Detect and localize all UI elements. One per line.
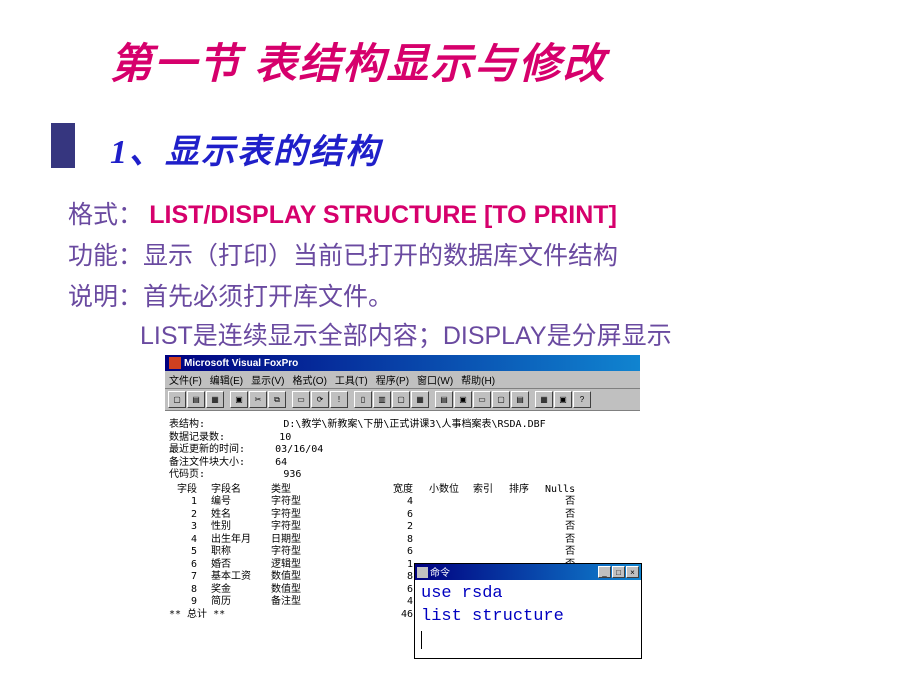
slide-subtitle: 1、显示表的结构 — [110, 124, 381, 173]
col-nulls: Nulls — [545, 484, 581, 497]
func-label: 功能： — [68, 243, 143, 270]
menu-edit[interactable]: 编辑(E) — [210, 372, 243, 387]
desc-text-1: 首先必须打开库文件。 — [143, 284, 393, 311]
table-row: 2姓名字符型6否 — [169, 509, 581, 522]
desc-text-2a: LIST — [140, 322, 193, 350]
total-label: ** 总计 ** — [169, 609, 271, 622]
desc-text-2b: 是连续显示全部内容； — [193, 323, 443, 350]
meta-l3-label: 最近更新的时间: — [169, 444, 245, 455]
toolbar-button[interactable]: ▢ — [392, 391, 410, 408]
command-icon — [417, 567, 428, 578]
menu-view[interactable]: 显示(V) — [251, 372, 284, 387]
maximize-button[interactable]: □ — [612, 566, 625, 578]
vfp-titlebar[interactable]: Microsoft Visual FoxPro — [165, 355, 640, 371]
table-row: 3性别字符型2否 — [169, 521, 581, 534]
close-button[interactable]: × — [626, 566, 639, 578]
accent-bar — [51, 123, 75, 168]
vfp-toolbar: ▢▤▦▣✂⧉▭⟳!▯▥▢▦▤▣▭▢▤▦▣? — [165, 389, 640, 411]
command-line-2: list structure — [421, 606, 635, 629]
table-header-row: 字段 字段名 类型 宽度 小数位 索引 排序 Nulls — [169, 484, 581, 497]
meta-l2-label: 数据记录数: — [169, 432, 225, 443]
col-field-no: 字段 — [169, 484, 211, 497]
function-line: 功能：显示（打印）当前已打开的数据库文件结构 — [68, 236, 618, 272]
toolbar-button[interactable]: ? — [573, 391, 591, 408]
command-cursor-line — [421, 629, 635, 652]
menu-help[interactable]: 帮助(H) — [461, 372, 495, 387]
toolbar-button[interactable]: ▭ — [473, 391, 491, 408]
toolbar-button[interactable]: ▦ — [535, 391, 553, 408]
col-decimal: 小数位 — [427, 484, 473, 497]
table-row: 5职称字符型6否 — [169, 546, 581, 559]
meta-l4-label: 备注文件块大小: — [169, 457, 245, 468]
toolbar-button[interactable]: ⟳ — [311, 391, 329, 408]
toolbar-button[interactable]: ▣ — [230, 391, 248, 408]
col-order: 排序 — [509, 484, 545, 497]
menu-tools[interactable]: 工具(T) — [335, 372, 368, 387]
meta-l5-val: 936 — [283, 469, 301, 480]
toolbar-button[interactable]: ▤ — [435, 391, 453, 408]
toolbar-button[interactable]: ▭ — [292, 391, 310, 408]
col-field-name: 字段名 — [211, 484, 271, 497]
toolbar-button[interactable]: ▦ — [206, 391, 224, 408]
meta-l2-val: 10 — [279, 432, 291, 443]
toolbar-button[interactable]: ▣ — [454, 391, 472, 408]
menu-program[interactable]: 程序(P) — [376, 372, 409, 387]
table-row: 4出生年月日期型8否 — [169, 534, 581, 547]
col-width: 宽度 — [381, 484, 427, 497]
table-row: 1编号字符型4否 — [169, 496, 581, 509]
command-line-1: use rsda — [421, 583, 635, 606]
toolbar-button[interactable]: ✂ — [249, 391, 267, 408]
menu-format[interactable]: 格式(O) — [292, 372, 326, 387]
meta-l3-val: 03/16/04 — [275, 444, 323, 455]
desc-text-2d: 是分屏显示 — [547, 323, 672, 350]
desc-text-2c: DISPLAY — [443, 322, 547, 350]
meta-l1-val: D:\教学\新教案\下册\正式讲课3\人事档案表\RSDA.DBF — [283, 419, 545, 430]
toolbar-button[interactable]: ▢ — [168, 391, 186, 408]
toolbar-button[interactable]: ▢ — [492, 391, 510, 408]
func-text: 显示（打印）当前已打开的数据库文件结构 — [143, 243, 618, 270]
toolbar-button[interactable]: ! — [330, 391, 348, 408]
command-window: 命令 _ □ × use rsda list structure — [414, 563, 642, 659]
menu-file[interactable]: 文件(F) — [169, 372, 202, 387]
meta-l4-val: 64 — [275, 457, 287, 468]
col-type: 类型 — [271, 484, 381, 497]
command-titlebar[interactable]: 命令 _ □ × — [415, 564, 641, 580]
toolbar-button[interactable]: ▤ — [511, 391, 529, 408]
toolbar-button[interactable]: ▥ — [373, 391, 391, 408]
toolbar-button[interactable]: ▯ — [354, 391, 372, 408]
text-cursor — [421, 631, 422, 649]
vfp-title: Microsoft Visual FoxPro — [184, 358, 298, 369]
command-body[interactable]: use rsda list structure — [415, 580, 641, 658]
toolbar-button[interactable]: ▤ — [187, 391, 205, 408]
toolbar-button[interactable]: ▦ — [411, 391, 429, 408]
desc-label: 说明： — [68, 284, 143, 311]
meta-l5-label: 代码页: — [169, 469, 205, 480]
command-window-controls: _ □ × — [598, 566, 639, 578]
structure-meta: 表结构: D:\教学\新教案\下册\正式讲课3\人事档案表\RSDA.DBF 数… — [169, 419, 721, 482]
vfp-app-icon — [169, 357, 181, 369]
col-index: 索引 — [473, 484, 509, 497]
description-line-1: 说明：首先必须打开库文件。 — [68, 277, 393, 313]
toolbar-button[interactable]: ▣ — [554, 391, 572, 408]
format-line: 格式： LIST/DISPLAY STRUCTURE [TO PRINT] — [68, 195, 617, 231]
slide-title: 第一节 表结构显示与修改 — [110, 30, 607, 91]
minimize-button[interactable]: _ — [598, 566, 611, 578]
description-line-2: LIST是连续显示全部内容；DISPLAY是分屏显示 — [140, 316, 672, 352]
format-command: LIST/DISPLAY STRUCTURE [TO PRINT] — [149, 201, 617, 229]
format-label: 格式： — [68, 202, 143, 229]
toolbar-button[interactable]: ⧉ — [268, 391, 286, 408]
command-title: 命令 — [430, 564, 450, 580]
vfp-menubar: 文件(F) 编辑(E) 显示(V) 格式(O) 工具(T) 程序(P) 窗口(W… — [165, 371, 640, 389]
meta-l1-label: 表结构: — [169, 419, 205, 430]
menu-window[interactable]: 窗口(W) — [417, 372, 453, 387]
vfp-window: Microsoft Visual FoxPro 文件(F) 编辑(E) 显示(V… — [165, 355, 640, 411]
